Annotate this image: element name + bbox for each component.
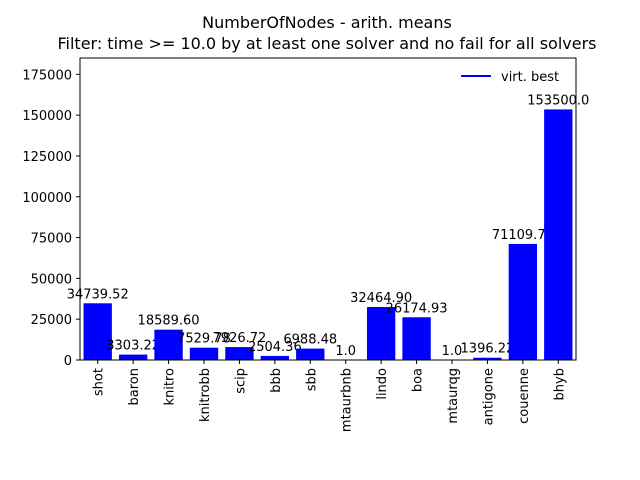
y-tick-label: 150000	[22, 109, 72, 124]
x-tick-label: knitro	[163, 368, 178, 406]
bar	[402, 317, 431, 360]
y-tick-label: 75000	[31, 232, 72, 247]
bar-value-label: 34739.52	[67, 287, 129, 302]
y-tick-label: 125000	[22, 150, 72, 165]
chart-title: NumberOfNodes - arith. means	[202, 13, 452, 32]
bar-value-label: 18589.60	[138, 314, 200, 329]
bar	[83, 303, 112, 360]
bar-value-label: 32464.90	[350, 291, 412, 306]
x-tick-label: couenne	[517, 368, 532, 424]
bar	[154, 329, 183, 360]
x-tick-label: shot	[92, 368, 107, 396]
x-tick-label: mtaurbnb	[340, 368, 355, 432]
x-tick-label: baron	[127, 368, 142, 405]
bar-value-label: 7926.72	[213, 331, 267, 346]
plot-area: 0 25000 50000 75000 100000 125000 150000 175000…	[22, 57, 589, 432]
bar	[118, 354, 148, 360]
y-tick-label: 50000	[31, 272, 72, 287]
x-tick-label: antigone	[481, 368, 496, 425]
x-tick-label: mtaurqg	[446, 368, 461, 424]
bar	[260, 355, 290, 360]
x-tick-label: knitrobb	[198, 368, 213, 422]
bar-value-label: 1396.22	[461, 342, 515, 357]
legend-label: virt. best	[501, 70, 559, 85]
y-tick-label: 25000	[31, 313, 72, 328]
bar-value-label: 153500.0	[527, 93, 589, 108]
legend: virt. best	[461, 70, 559, 85]
x-tick-label: bbb	[269, 368, 284, 393]
x-tick-label: scip	[233, 368, 248, 394]
x-tick-label: sbb	[304, 368, 319, 391]
chart-subtitle: Filter: time >= 10.0 by at least one sol…	[57, 34, 596, 53]
bar-value-label: 2504.36	[248, 340, 302, 355]
y-tick-label: 175000	[22, 68, 72, 83]
bar-value-label: 71109.71	[492, 228, 554, 243]
bar-value-label: 1.0	[335, 344, 356, 359]
bar	[544, 109, 573, 360]
bar	[296, 348, 325, 360]
bar-value-label: 6988.48	[283, 333, 337, 348]
bar	[366, 307, 396, 360]
y-tick-label: 100000	[22, 191, 72, 206]
bar-value-label: 7529.78	[177, 332, 231, 347]
bar	[189, 347, 219, 360]
bar	[508, 243, 538, 360]
axes-frame	[79, 57, 577, 361]
bar	[473, 357, 502, 360]
x-tick-label: bhyb	[552, 368, 567, 400]
x-tick-label: lindo	[375, 368, 390, 400]
x-tick-label: boa	[411, 368, 426, 392]
bar	[225, 347, 254, 360]
y-tick-label: 0	[64, 354, 72, 369]
bar-value-label: 3303.22	[106, 339, 160, 354]
bar-value-label: 1.0	[442, 344, 463, 359]
bar-value-label: 26174.93	[386, 301, 448, 316]
